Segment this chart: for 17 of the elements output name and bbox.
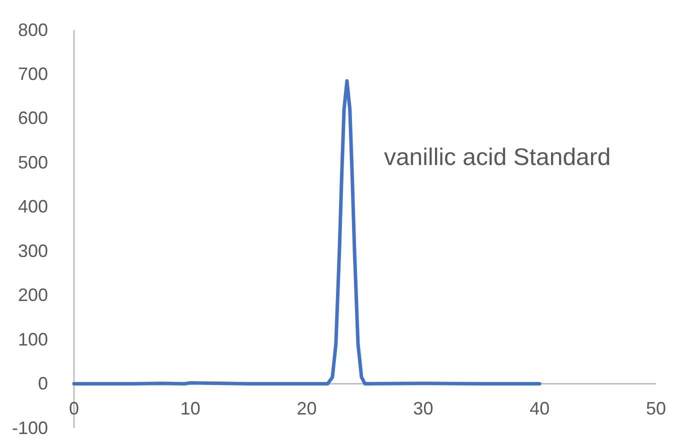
y-tick-label: 600 bbox=[18, 108, 48, 128]
x-tick-label: 10 bbox=[180, 398, 200, 419]
y-tick-label: -100 bbox=[12, 418, 48, 437]
y-tick-label: 400 bbox=[18, 196, 48, 217]
y-tick-label: 700 bbox=[18, 64, 48, 84]
x-tick-label: 50 bbox=[646, 398, 666, 419]
y-tick-label: 200 bbox=[18, 285, 48, 306]
y-tick-label: 800 bbox=[18, 20, 48, 40]
y-tick-label: 100 bbox=[18, 329, 48, 350]
x-tick-label: 40 bbox=[530, 398, 550, 419]
series-label: vanillic acid Standard bbox=[384, 144, 611, 171]
x-tick-label: 0 bbox=[68, 398, 80, 419]
y-tick-label: 300 bbox=[18, 240, 48, 261]
y-tick-label: 500 bbox=[18, 152, 48, 172]
x-tick-label: 20 bbox=[296, 398, 317, 419]
x-tick-label: 30 bbox=[413, 398, 434, 419]
y-tick-label: 0 bbox=[38, 374, 48, 394]
